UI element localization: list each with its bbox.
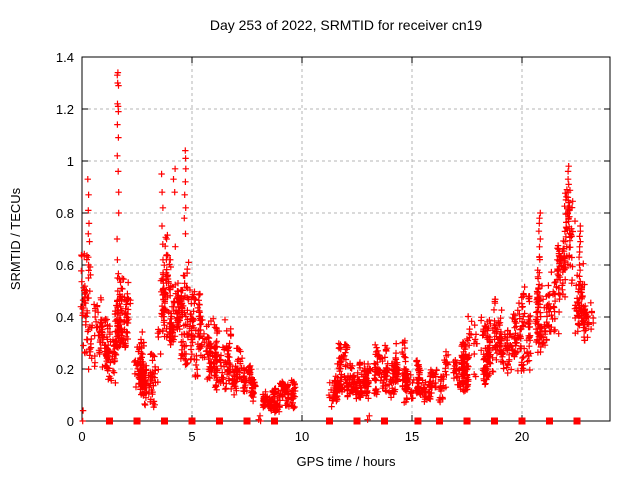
zero-square-marker: [161, 417, 168, 425]
chart-title: Day 253 of 2022, SRMTID for receiver cn1…: [210, 17, 483, 33]
x-axis-label: GPS time / hours: [297, 454, 396, 469]
scatter-plus-markers: [77, 69, 597, 425]
zero-square-marker: [243, 417, 251, 425]
zero-squares: [106, 417, 581, 425]
zero-square-marker: [436, 417, 443, 425]
zero-square-marker: [491, 417, 498, 425]
zero-square-marker: [133, 417, 141, 425]
y-tick-label: 0: [67, 414, 74, 429]
zero-square-marker: [573, 417, 581, 425]
zero-square-marker: [518, 417, 526, 425]
zero-square-marker: [326, 417, 333, 425]
zero-square-marker: [353, 417, 361, 425]
zero-square-marker: [271, 417, 278, 425]
zero-square-marker: [414, 417, 422, 425]
zero-square-marker: [188, 417, 196, 425]
y-tick-labels: 0 0.2 0.4 0.6 0.8 1 1.2 1.4: [56, 50, 74, 429]
plot-border: [81, 56, 611, 422]
y-tick-label: 1: [67, 154, 74, 169]
y-axis-label: SRMTID / TECUs: [8, 187, 23, 290]
zero-square-marker: [381, 417, 388, 425]
x-tick-labels: 0 5 10 15 20: [78, 429, 529, 444]
y-tick-label: 0.6: [56, 258, 74, 273]
x-tick-label: 0: [78, 429, 85, 444]
y-tick-label: 0.2: [56, 362, 74, 377]
zero-square-marker: [216, 417, 223, 425]
y-tick-label: 1.4: [56, 50, 74, 65]
data-points: [77, 69, 597, 425]
zero-square-marker: [463, 417, 471, 425]
y-tick-label: 0.4: [56, 310, 74, 325]
x-tick-label: 20: [515, 429, 529, 444]
zero-square-marker: [546, 417, 553, 425]
x-tick-label: 5: [188, 429, 195, 444]
y-tick-label: 1.2: [56, 102, 74, 117]
y-tick-label: 0.8: [56, 206, 74, 221]
zero-square-marker: [106, 417, 113, 425]
x-tick-label: 10: [295, 429, 309, 444]
x-tick-label: 15: [405, 429, 419, 444]
